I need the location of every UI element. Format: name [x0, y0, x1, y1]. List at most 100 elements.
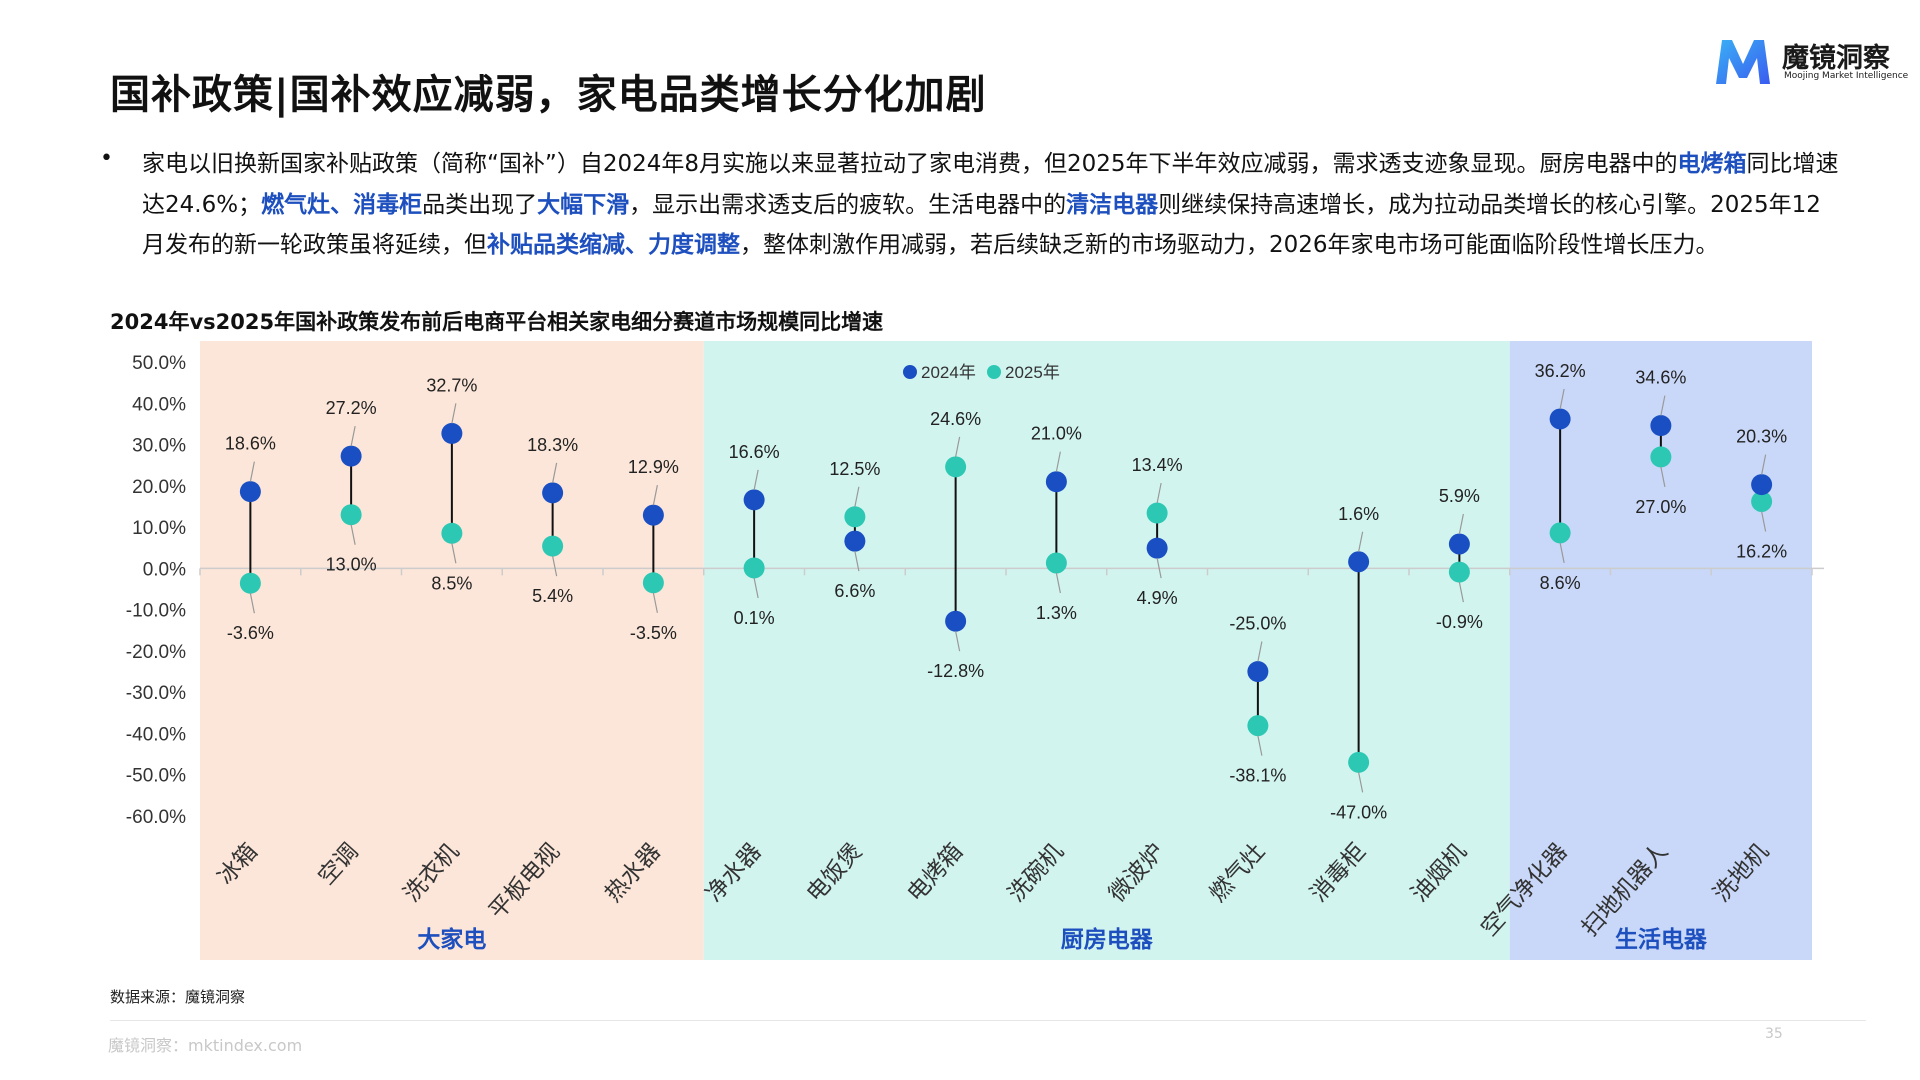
data-label: 8.6%	[1540, 573, 1581, 593]
label-leader-line	[1257, 641, 1263, 662]
data-label: 21.0%	[1031, 424, 1082, 444]
y-tick-label: 30.0%	[132, 436, 186, 457]
data-label: 12.5%	[829, 459, 880, 479]
point-2024	[1650, 415, 1672, 437]
paragraph-text: 品类出现了	[422, 191, 538, 218]
point-2024	[743, 489, 765, 511]
point-2024	[1348, 551, 1370, 573]
y-tick-label: -20.0%	[126, 642, 186, 663]
y-tick-label: 50.0%	[132, 353, 186, 374]
point-2025	[844, 506, 866, 528]
label-leader-line	[1458, 581, 1464, 603]
logo-m-icon	[1716, 40, 1770, 84]
group-label: 生活电器	[1615, 926, 1708, 952]
label-leader-line	[1156, 558, 1162, 579]
y-tick-label: -10.0%	[126, 601, 186, 622]
label-leader-line	[451, 543, 457, 564]
chart-title: 2024年vs2025年国补政策发布前后电商平台相关家电细分赛道市场规模同比增速	[110, 310, 884, 334]
highlight-text: 清洁电器	[1066, 191, 1159, 218]
label-leader-line	[955, 631, 961, 652]
point-2024	[642, 504, 664, 526]
point-2025	[1448, 561, 1470, 583]
label-leader-line	[552, 462, 558, 483]
label-leader-line	[1358, 772, 1364, 793]
y-tick-label: 40.0%	[132, 394, 186, 415]
point-2024	[1146, 537, 1168, 559]
label-leader-line	[1055, 572, 1061, 594]
data-label: 1.6%	[1338, 504, 1379, 524]
data-label: 20.3%	[1736, 427, 1787, 447]
point-2024	[945, 610, 967, 632]
label-leader-line	[1257, 735, 1263, 756]
label-leader-line	[854, 486, 860, 507]
label-leader-line	[1559, 542, 1565, 563]
label-leader-line	[1761, 511, 1767, 532]
data-label: 5.4%	[532, 586, 573, 606]
label-leader-line	[1055, 451, 1061, 472]
y-tick-label: -40.0%	[126, 724, 186, 745]
data-label: 24.6%	[930, 409, 981, 429]
point-2025	[1650, 446, 1672, 468]
data-label: -12.8%	[927, 661, 984, 681]
y-tick-label: -30.0%	[126, 683, 186, 704]
y-tick-label: -60.0%	[126, 807, 186, 828]
dumbbell-chart: 50.0% 40.0% 30.0% 20.0% 10.0% 0.0% -10.0% -20.0…	[126, 341, 1824, 960]
label-leader-line	[1660, 395, 1666, 416]
label-leader-line	[652, 592, 658, 613]
legend-label-2025: 2025年	[1005, 363, 1060, 382]
page-number: 35	[1765, 1026, 1783, 1042]
point-2024	[1751, 474, 1773, 496]
label-leader-line	[451, 403, 457, 424]
label-leader-line	[1660, 466, 1666, 488]
data-label: -3.5%	[630, 623, 677, 643]
point-2025	[1146, 502, 1168, 524]
y-tick-label: 10.0%	[132, 518, 186, 539]
paragraph-text: 则继续保持高速增长，成为拉动品类增长的核心引擎。2025年12月发布的新一轮政策…	[142, 191, 1821, 259]
legend-label-2024: 2024年	[921, 363, 976, 382]
footer-text: 魔镜洞察：mktindex.com	[108, 1036, 303, 1055]
label-leader-line	[652, 485, 658, 506]
point-2024	[1448, 533, 1470, 555]
data-source: 数据来源：魔镜洞察	[110, 988, 246, 1006]
data-label: -38.1%	[1229, 766, 1286, 786]
point-2025	[441, 522, 463, 544]
data-label: 16.6%	[729, 442, 780, 462]
point-2025	[743, 557, 765, 579]
label-leader-line	[552, 555, 558, 577]
point-2024	[1045, 471, 1067, 493]
label-leader-line	[1156, 482, 1162, 504]
data-label: 27.2%	[326, 398, 377, 418]
label-leader-line	[1358, 531, 1364, 552]
point-2025	[1045, 552, 1067, 574]
label-leader-line	[350, 524, 356, 545]
label-leader-line	[1559, 388, 1565, 410]
data-label: -0.9%	[1436, 612, 1483, 632]
highlight-text: 大幅下滑	[537, 191, 630, 218]
point-2024	[1549, 408, 1571, 430]
highlight-text: 补贴品类缩减、力度调整	[487, 232, 740, 258]
data-label: 32.7%	[426, 375, 477, 395]
label-leader-line	[854, 551, 860, 572]
group-label: 大家电	[417, 926, 486, 952]
point-2024	[340, 445, 362, 467]
data-label: 0.1%	[734, 608, 775, 628]
point-2025	[1348, 751, 1370, 773]
data-label: -47.0%	[1330, 802, 1387, 822]
point-2025	[1751, 491, 1773, 513]
data-label: 5.9%	[1439, 486, 1480, 506]
paragraph-text: ，显示出需求透支后的疲软。生活电器中的	[629, 191, 1067, 218]
data-label: 1.3%	[1036, 603, 1077, 623]
point-2025	[642, 572, 664, 594]
label-leader-line	[249, 593, 255, 614]
group-label: 厨房电器	[1061, 926, 1154, 952]
data-label: 16.2%	[1736, 542, 1787, 562]
paragraph-text: 家电以旧换新国家补贴政策（简称“国补”）自2024年8月实施以来显著拉动了家电消…	[142, 151, 1678, 177]
data-label: 4.9%	[1137, 588, 1178, 608]
highlight-text: 电烤箱	[1677, 151, 1747, 177]
data-label: -3.6%	[227, 623, 274, 643]
data-label: 12.9%	[628, 457, 679, 477]
data-label: 6.6%	[834, 581, 875, 601]
point-2025	[340, 504, 362, 526]
y-tick-label: 0.0%	[143, 559, 186, 580]
summary-paragraph: 家电以旧换新国家补贴政策（简称“国补”）自2024年8月实施以来显著拉动了家电消…	[142, 144, 1842, 266]
